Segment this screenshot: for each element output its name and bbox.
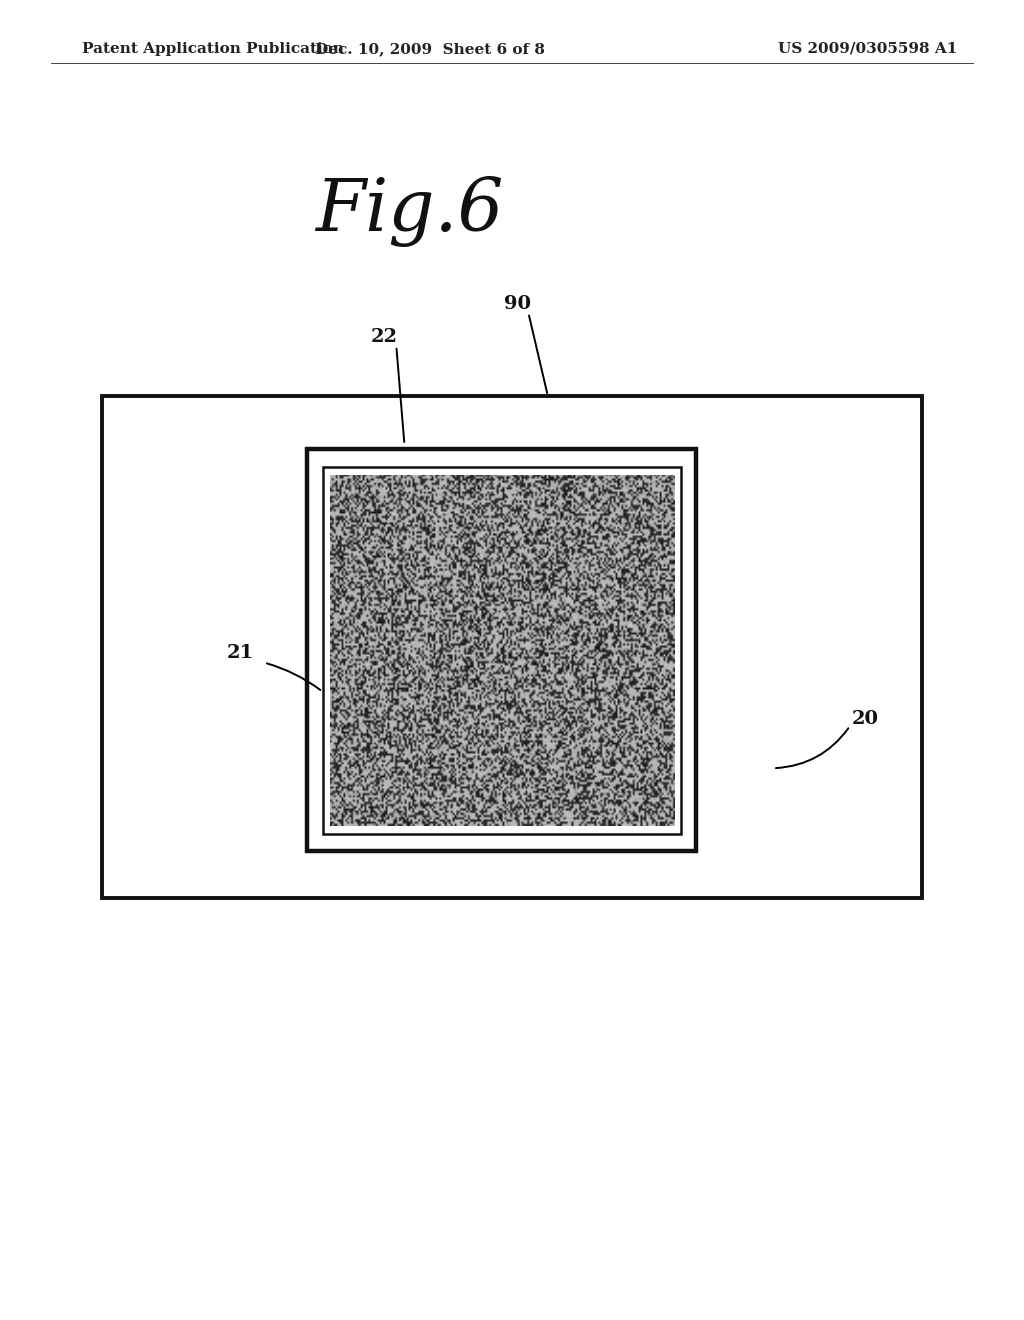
Bar (323, 467, 681, 834)
Text: Dec. 10, 2009  Sheet 6 of 8: Dec. 10, 2009 Sheet 6 of 8 (315, 42, 545, 55)
Text: 22: 22 (371, 327, 397, 346)
Text: 20: 20 (852, 710, 879, 729)
Text: 90: 90 (504, 294, 530, 313)
Bar (307, 449, 696, 851)
Bar (102, 396, 922, 898)
Text: Fig.6: Fig.6 (315, 176, 504, 247)
Text: Patent Application Publication: Patent Application Publication (82, 42, 344, 55)
Text: 21: 21 (227, 644, 254, 663)
Text: US 2009/0305598 A1: US 2009/0305598 A1 (778, 42, 957, 55)
